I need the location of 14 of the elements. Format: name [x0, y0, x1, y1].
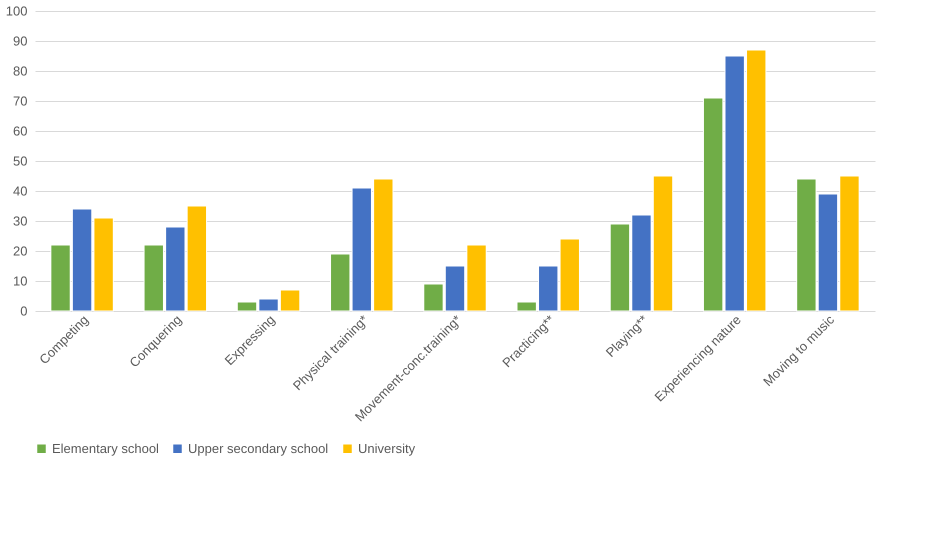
y-tick-label: 100 — [6, 4, 28, 18]
y-tick-label: 40 — [13, 184, 28, 198]
legend-label: Upper secondary school — [188, 440, 328, 456]
y-tick-label: 80 — [13, 64, 28, 78]
y-tick-label: 50 — [13, 154, 28, 168]
legend-label: University — [358, 440, 416, 456]
y-tick-label: 60 — [13, 124, 28, 138]
y-tick-label: 10 — [13, 274, 28, 288]
y-tick-label: 90 — [13, 34, 28, 48]
y-tick-label: 20 — [13, 244, 28, 258]
y-tick-label: 30 — [13, 214, 28, 228]
y-tick-label: 0 — [20, 304, 28, 318]
y-tick-label: 70 — [13, 94, 28, 108]
legend-label: Elementary school — [52, 440, 160, 456]
